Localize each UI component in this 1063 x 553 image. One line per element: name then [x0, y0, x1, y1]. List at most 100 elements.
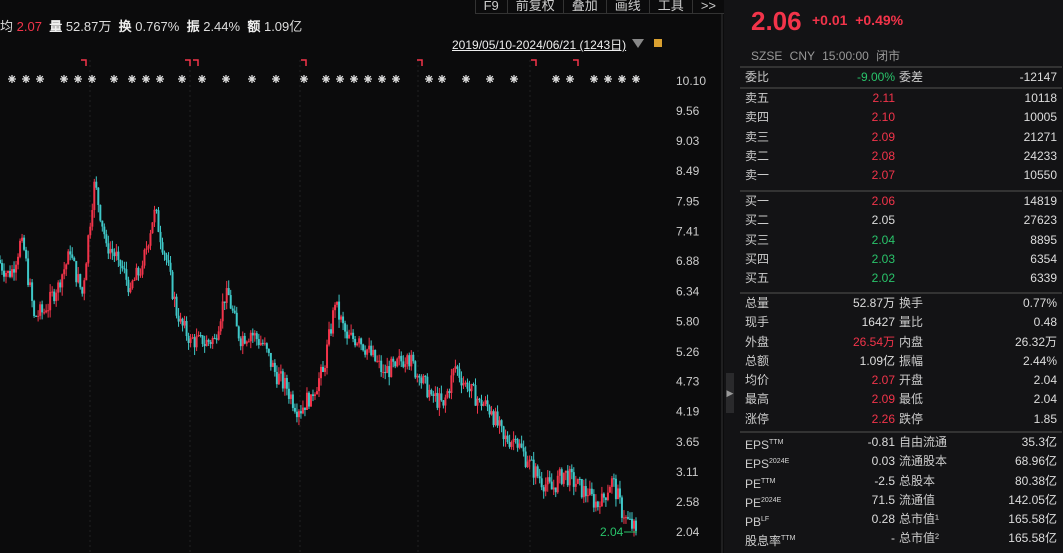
- candle: [217, 331, 220, 340]
- turn-label: 换: [118, 19, 132, 34]
- candle: [428, 390, 431, 398]
- event-marker-icon[interactable]: [425, 75, 433, 83]
- event-marker-icon[interactable]: [378, 75, 386, 83]
- label-superscript: TTM: [769, 439, 784, 446]
- candle: [540, 478, 543, 488]
- event-marker-icon[interactable]: [248, 75, 256, 83]
- fundamentals: EPSTTM -0.81 自由流通 35.3亿 EPS2024E 0.03 流通股本 68.9…: [740, 431, 1062, 549]
- event-marker-icon[interactable]: [632, 75, 640, 83]
- candle: [546, 477, 549, 485]
- dropdown-triangle-icon[interactable]: [632, 39, 644, 48]
- candle: [320, 366, 323, 379]
- candle: [215, 338, 218, 340]
- dividend-marker-icon[interactable]: [193, 59, 199, 66]
- event-marker-icon[interactable]: [222, 75, 230, 83]
- candle: [247, 341, 250, 343]
- candle: [406, 355, 409, 365]
- candle: [79, 274, 82, 288]
- event-marker-icon[interactable]: [74, 75, 82, 83]
- candle: [9, 270, 12, 277]
- dividend-marker-icon[interactable]: [301, 59, 307, 66]
- event-marker-icon[interactable]: [604, 75, 612, 83]
- label-group: PETTM: [745, 472, 825, 491]
- row-value: 2.07: [871, 168, 895, 183]
- event-marker-icon[interactable]: [178, 75, 186, 83]
- toolbar-button[interactable]: >>: [691, 0, 724, 13]
- candle: [193, 337, 196, 348]
- candle: [616, 488, 619, 500]
- candle: [566, 470, 569, 486]
- event-marker-icon[interactable]: [590, 75, 598, 83]
- candle: [19, 240, 22, 257]
- event-marker-icon[interactable]: [88, 75, 96, 83]
- event-marker-icon[interactable]: [486, 75, 494, 83]
- candle: [498, 420, 501, 426]
- row-label: 买一: [745, 194, 770, 208]
- collapse-panel-button[interactable]: ▶: [726, 373, 734, 413]
- event-marker-icon[interactable]: [392, 75, 400, 83]
- amp-value: 2.44%: [203, 19, 241, 34]
- lock-icon[interactable]: [654, 39, 662, 47]
- row-label: 总量: [745, 296, 770, 310]
- candle: [544, 484, 547, 492]
- toolbar-button[interactable]: 叠加: [562, 0, 606, 13]
- candle: [133, 280, 136, 282]
- event-marker-icon[interactable]: [22, 75, 30, 83]
- candle: [295, 411, 298, 418]
- event-marker-icon[interactable]: [60, 75, 68, 83]
- event-marker-icon[interactable]: [128, 75, 136, 83]
- candle: [153, 209, 156, 223]
- event-marker-icon[interactable]: [142, 75, 150, 83]
- event-marker-icon[interactable]: [618, 75, 626, 83]
- candle: [460, 377, 463, 386]
- toolbar-button[interactable]: F9: [474, 0, 507, 13]
- candle: [221, 301, 224, 322]
- event-marker-icon[interactable]: [198, 75, 206, 83]
- dividend-marker-icon[interactable]: [185, 59, 191, 66]
- event-marker-icon[interactable]: [322, 75, 330, 83]
- candle: [249, 332, 252, 342]
- event-marker-icon[interactable]: [300, 75, 308, 83]
- event-marker-icon[interactable]: [336, 75, 344, 83]
- candle: [309, 394, 312, 407]
- candle: [191, 337, 194, 339]
- candle: [219, 321, 222, 332]
- toolbar-button[interactable]: 前复权: [506, 0, 563, 13]
- event-marker-icon[interactable]: [364, 75, 372, 83]
- candle: [137, 267, 140, 276]
- event-marker-icon[interactable]: [566, 75, 574, 83]
- table-row: 股息率TTM - 总市值² 165.58亿: [740, 529, 1062, 548]
- row-value: 2.09: [871, 392, 895, 407]
- candle: [446, 391, 449, 398]
- candlestick-chart[interactable]: 10.10 9.56 9.03 8.49 7.95 7.41 6.88 6.34 5.80 5.2…: [0, 0, 724, 553]
- event-marker-icon[interactable]: [110, 75, 118, 83]
- candle: [332, 310, 335, 334]
- toolbar-button[interactable]: 工具: [648, 0, 692, 13]
- dividend-marker-icon[interactable]: [531, 59, 537, 66]
- event-marker-icon[interactable]: [510, 75, 518, 83]
- dividend-marker-icon[interactable]: [81, 59, 87, 66]
- candle: [612, 478, 615, 480]
- row-value-2: 10005: [1023, 110, 1057, 125]
- event-marker-icon[interactable]: [8, 75, 16, 83]
- event-marker-icon[interactable]: [438, 75, 446, 83]
- event-marker-icon[interactable]: [350, 75, 358, 83]
- event-marker-icon[interactable]: [552, 75, 560, 83]
- table-row: EPS2024E 0.03 流通股本 68.96亿: [740, 452, 1062, 471]
- event-marker-icon[interactable]: [462, 75, 470, 83]
- dividend-marker-icon[interactable]: [417, 59, 423, 66]
- candle: [458, 368, 461, 378]
- event-marker-icon[interactable]: [36, 75, 44, 83]
- toolbar-button[interactable]: 画线: [605, 0, 649, 13]
- candle: [522, 447, 525, 452]
- amp-label: 振: [186, 19, 200, 34]
- y-tick-label: 8.49: [676, 164, 700, 178]
- row-value: 2.11: [872, 91, 895, 105]
- event-marker-icon[interactable]: [272, 75, 280, 83]
- candle: [297, 411, 300, 418]
- date-range-selector[interactable]: 2019/05/10-2024/06/21 (1243日): [452, 38, 627, 52]
- candle: [127, 279, 130, 293]
- event-marker-icon[interactable]: [156, 75, 164, 83]
- dividend-marker-icon[interactable]: [573, 59, 579, 66]
- vol-label: 量: [49, 19, 63, 34]
